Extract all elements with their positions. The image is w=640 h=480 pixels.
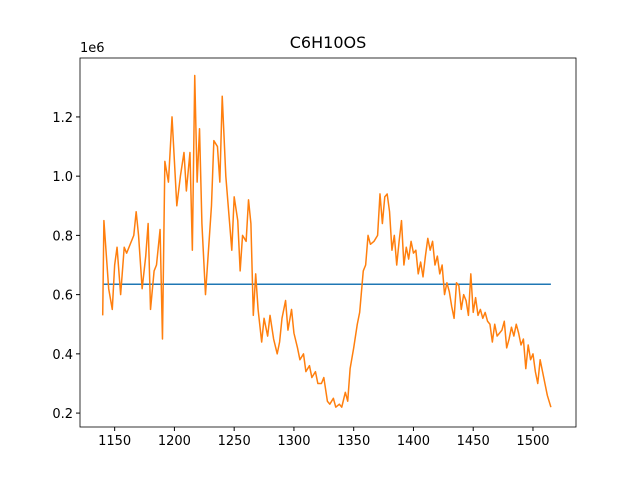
y-tick-label: 1.0 (52, 170, 73, 185)
y-tick-label: 0.8 (52, 229, 73, 244)
x-tick-label: 1400 (397, 434, 430, 449)
x-tick-label: 1300 (277, 434, 310, 449)
plot-frame (79, 57, 577, 428)
y-tick-label: 0.6 (52, 289, 73, 304)
x-tick-label: 1450 (457, 434, 490, 449)
x-tick-label: 1200 (158, 434, 191, 449)
y-tick-label: 0.2 (52, 407, 73, 422)
x-tick-label: 1350 (337, 434, 370, 449)
x-tick-label: 1150 (98, 434, 131, 449)
x-tick-label: 1250 (218, 434, 251, 449)
y-offset-label: 1e6 (80, 41, 105, 56)
data-line (101, 74, 552, 408)
y-tick-label: 0.4 (52, 348, 73, 363)
x-tick-label: 1500 (516, 434, 549, 449)
y-tick-label: 1.2 (52, 111, 73, 126)
chart-title: C6H10OS (290, 33, 367, 52)
